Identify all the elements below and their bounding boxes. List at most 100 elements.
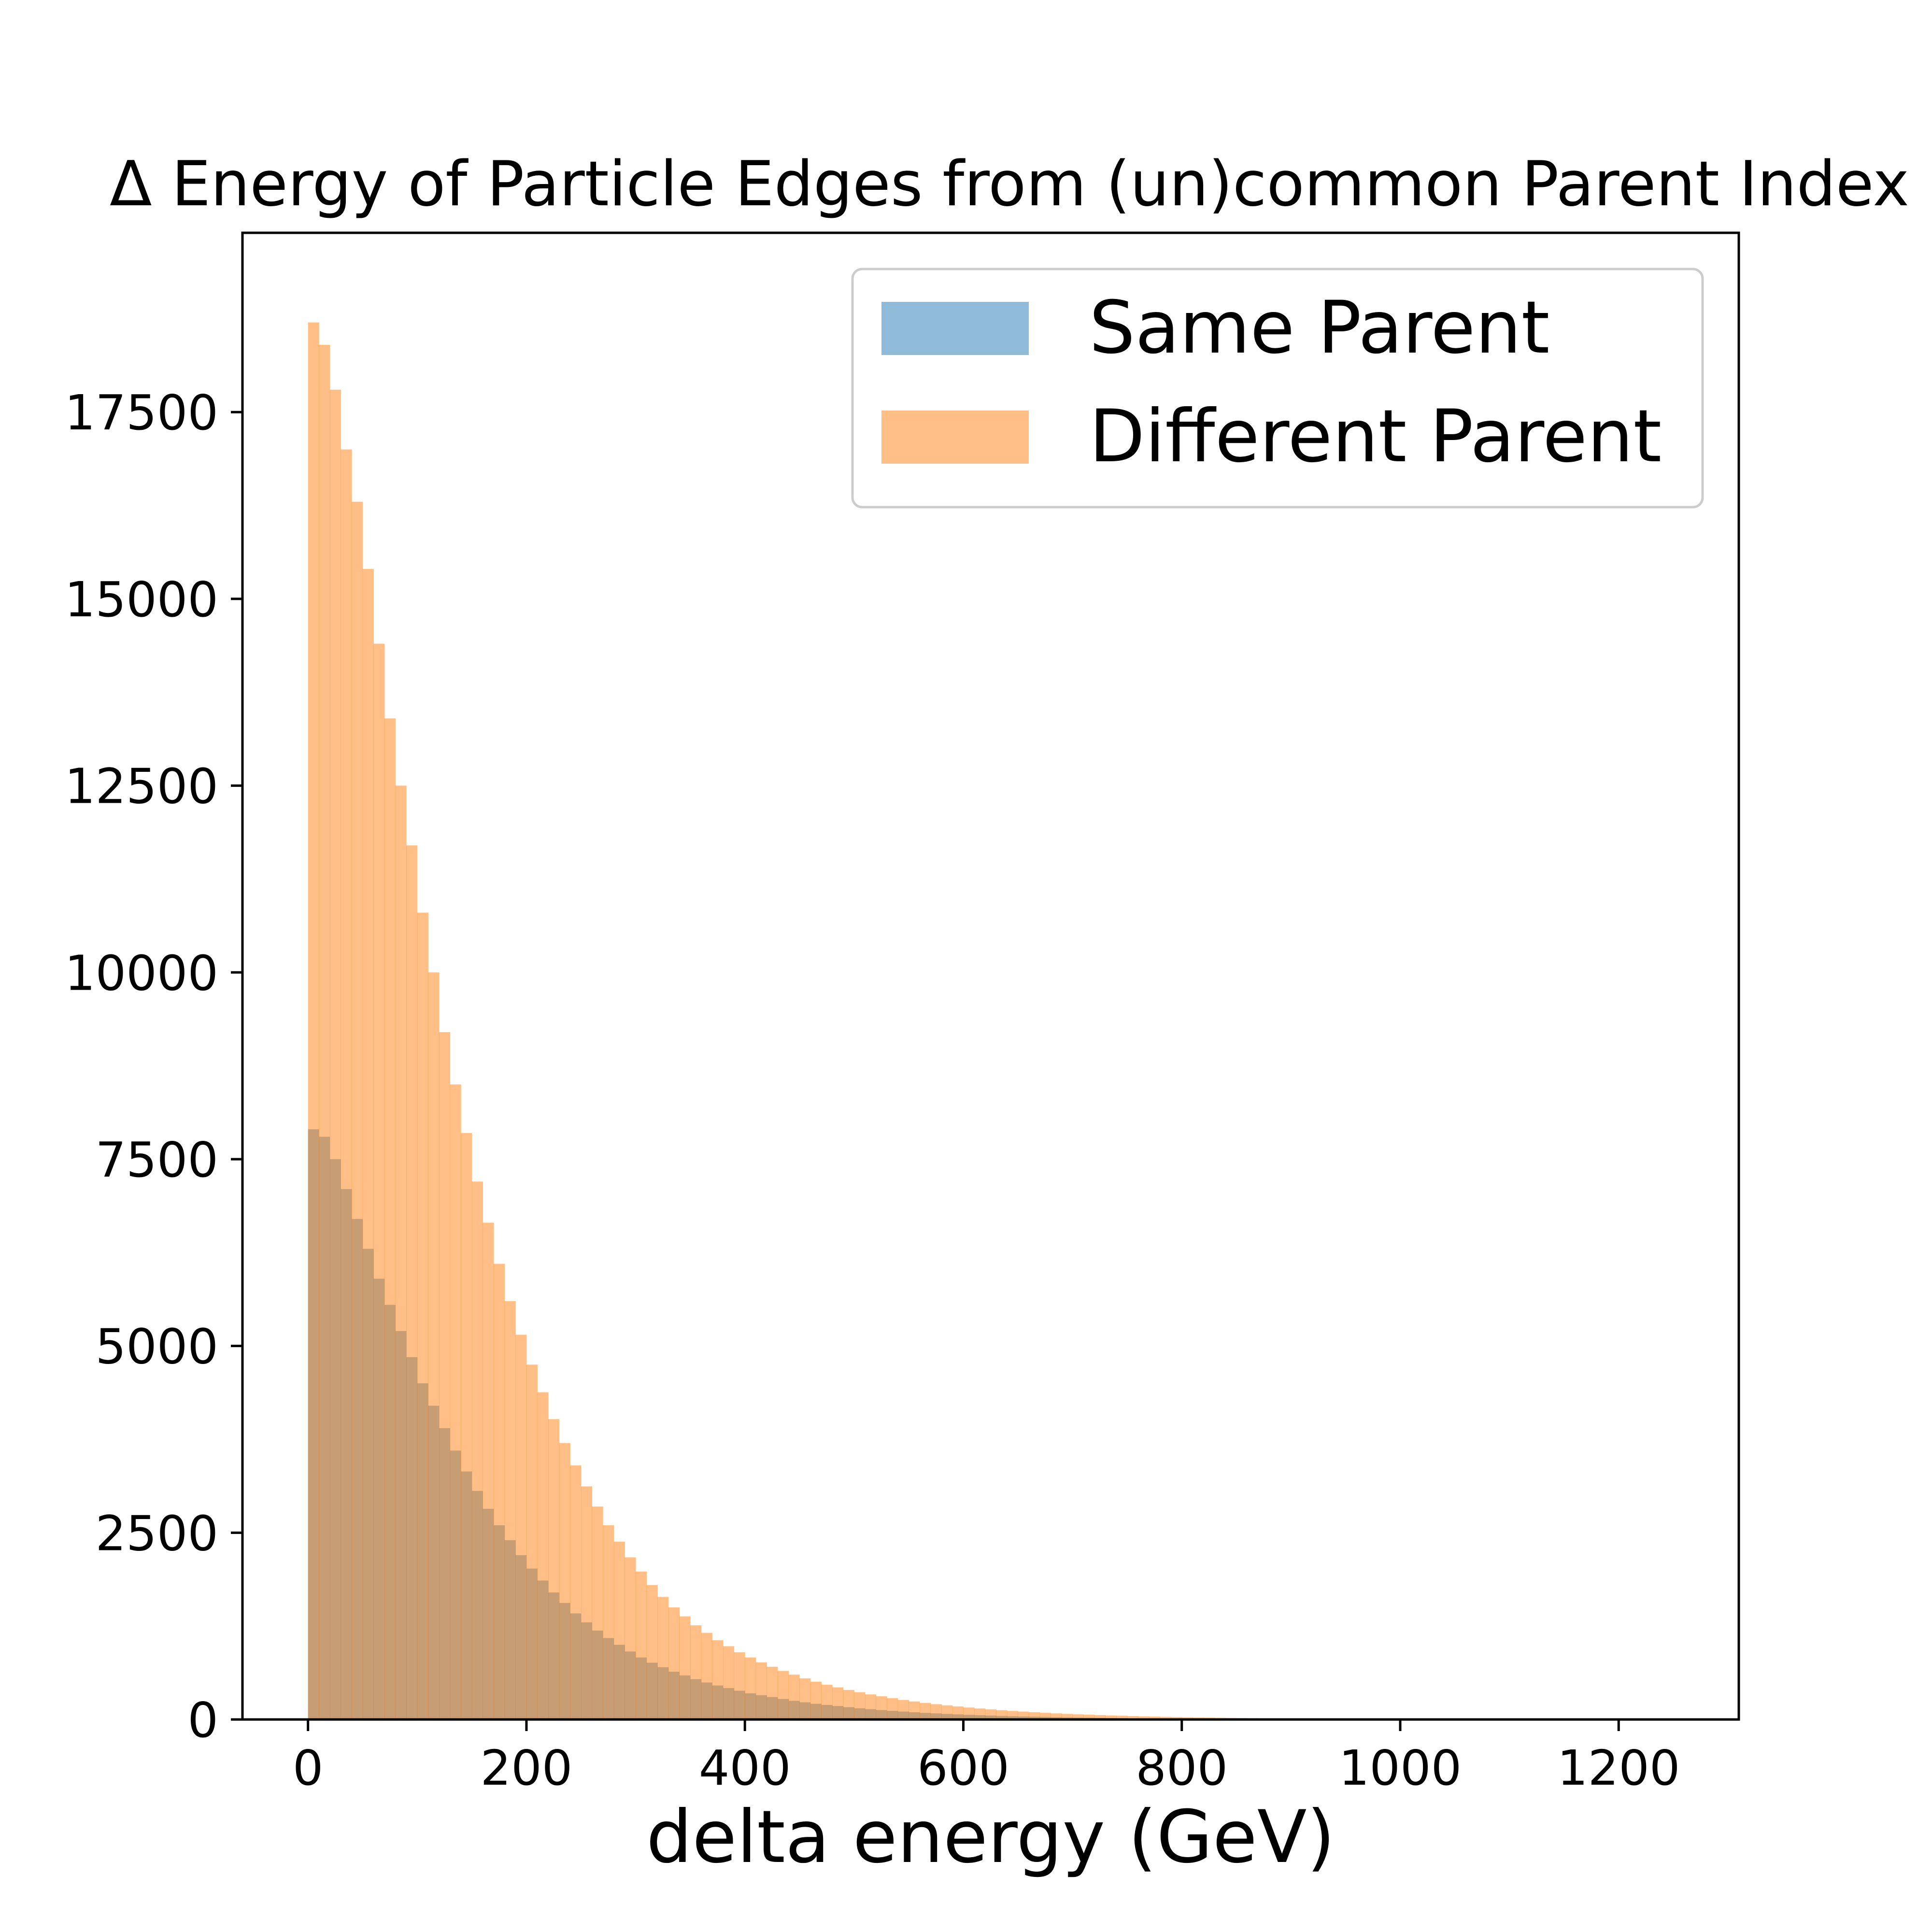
bar-different-parent-110 [428,972,440,1719]
legend-frame [851,268,1704,509]
bar-different-parent-30 [341,449,352,1719]
bar-different-parent-580 [941,1705,953,1719]
bar-different-parent-690 [1061,1714,1073,1719]
bar-different-parent-710 [1083,1715,1095,1719]
x-tick-label-600: 600 [917,1740,1009,1796]
bar-different-parent-290 [625,1557,636,1719]
bar-different-parent-550 [909,1701,920,1719]
bar-different-parent-190 [515,1335,527,1719]
x-axis-ticks: 0 200 400 600 800 1000 1200 [293,1719,1680,1796]
bar-different-parent-730 [1105,1715,1117,1719]
bar-different-parent-420 [767,1666,778,1719]
legend-label-different-parent: Different Parent [1089,395,1662,479]
bar-different-parent-780 [1160,1717,1171,1719]
x-tick-label-400: 400 [699,1740,791,1796]
bar-different-parent-460 [810,1681,822,1719]
bar-different-parent-520 [876,1696,887,1719]
x-tick-label-0: 0 [293,1740,324,1796]
bar-different-parent-370 [712,1640,724,1719]
bar-different-parent-630 [996,1710,1008,1719]
bar-different-parent-310 [646,1585,658,1719]
x-axis-label: delta energy (GeV) [646,1795,1335,1879]
bar-different-parent-50 [362,569,374,1719]
bar-different-parent-670 [1039,1713,1051,1719]
bar-different-parent-70 [384,718,396,1719]
bar-different-parent-440 [788,1675,800,1719]
bar-different-parent-100 [417,912,428,1719]
bar-different-parent-150 [471,1181,483,1719]
bar-different-parent-590 [952,1706,964,1719]
bar-different-parent-760 [1138,1716,1150,1719]
chart-title: Δ Energy of Particle Edges from (un)comm… [110,148,1909,220]
bar-different-parent-640 [1007,1711,1019,1719]
bar-different-parent-450 [799,1678,811,1719]
bar-different-parent-220 [548,1419,560,1719]
bar-different-parent-400 [745,1657,756,1719]
bar-different-parent-740 [1116,1716,1128,1719]
bar-different-parent-250 [581,1486,593,1719]
bar-different-parent-140 [461,1133,472,1719]
bar-different-parent-240 [570,1465,582,1719]
bar-different-parent-350 [690,1625,702,1719]
bar-different-parent-300 [636,1571,647,1719]
bar-different-parent-500 [854,1692,866,1719]
bar-different-parent-10 [319,345,330,1720]
bar-different-parent-620 [985,1709,996,1719]
bar-different-parent-330 [668,1607,680,1719]
bar-different-parent-360 [701,1633,712,1719]
y-tick-label-5000: 5000 [96,1319,219,1375]
bar-different-parent-750 [1127,1716,1138,1719]
bar-different-parent-530 [887,1698,898,1719]
y-tick-label-2500: 2500 [96,1505,219,1562]
y-tick-label-7500: 7500 [96,1132,219,1188]
bar-different-parent-570 [930,1704,942,1719]
bar-different-parent-230 [559,1443,570,1719]
bar-different-parent-430 [778,1671,789,1719]
bar-different-parent-280 [613,1541,625,1719]
bar-different-parent-470 [821,1685,833,1719]
bar-different-parent-610 [974,1708,986,1719]
y-tick-label-15000: 15000 [65,571,218,628]
bar-different-parent-770 [1149,1717,1161,1719]
bar-different-parent-660 [1029,1712,1040,1719]
bar-different-parent-20 [329,389,341,1720]
legend-swatch-different-parent [881,411,1029,464]
bar-different-parent-540 [897,1700,909,1719]
bar-different-parent-40 [352,501,363,1719]
bar-different-parent-720 [1094,1715,1106,1719]
legend-label-same-parent: Same Parent [1089,286,1549,370]
x-tick-label-200: 200 [481,1740,573,1796]
x-tick-label-1000: 1000 [1339,1740,1462,1796]
bar-different-parent-0 [308,322,319,1720]
bars-layer [308,322,1597,1720]
bar-different-parent-600 [963,1707,975,1719]
bar-different-parent-320 [657,1597,669,1719]
bar-different-parent-90 [406,845,418,1719]
bar-different-parent-270 [603,1525,614,1719]
bar-different-parent-200 [526,1364,538,1719]
y-tick-label-17500: 17500 [65,384,218,441]
bar-different-parent-340 [679,1616,691,1719]
bar-different-parent-490 [843,1690,854,1719]
legend-swatch-same-parent [881,302,1029,355]
y-tick-label-12500: 12500 [65,758,218,815]
x-tick-label-800: 800 [1136,1740,1228,1796]
bar-different-parent-180 [504,1301,516,1719]
plot-frame [241,231,1740,1721]
y-axis-ticks: 0 2500 5000 7500 10000 12500 15000 17500 [65,384,242,1748]
bar-different-parent-60 [373,643,385,1719]
bar-different-parent-210 [537,1392,549,1719]
bar-different-parent-410 [755,1662,767,1719]
bar-different-parent-260 [592,1506,603,1719]
bar-different-parent-510 [865,1694,877,1719]
y-tick-label-10000: 10000 [65,945,218,1001]
y-tick-label-0: 0 [187,1692,218,1748]
bar-different-parent-560 [920,1703,931,1719]
bar-different-parent-80 [395,785,407,1719]
bar-different-parent-380 [723,1646,735,1719]
bar-different-parent-680 [1051,1713,1062,1719]
bar-different-parent-700 [1072,1714,1084,1719]
bar-different-parent-130 [450,1084,461,1719]
legend: Same Parent Different Parent [851,268,1704,509]
